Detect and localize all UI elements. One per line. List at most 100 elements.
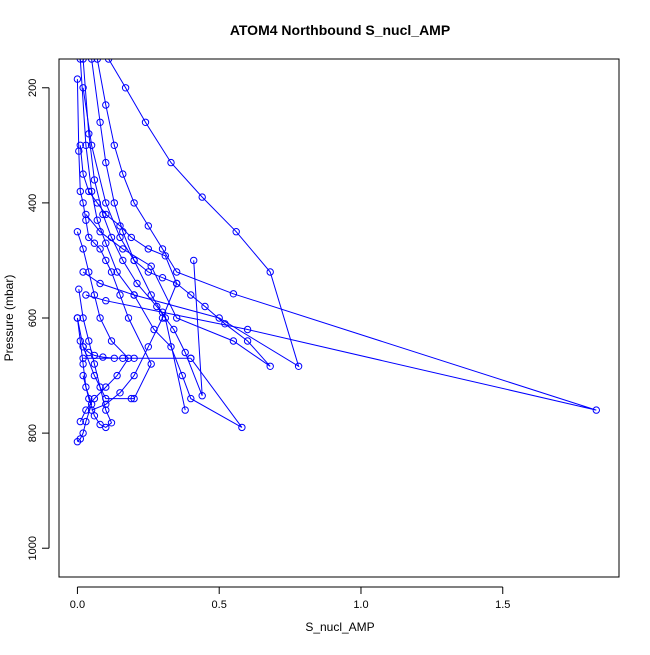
data-point <box>187 291 195 299</box>
data-point <box>79 84 87 92</box>
y-axis: 200 400 600 800 1000 <box>27 79 50 560</box>
data-point <box>127 394 136 403</box>
data-point <box>161 252 170 260</box>
x-tick-label: 0.5 <box>212 599 227 611</box>
chart-title: ATOM4 Northbound S_nucl_AMP <box>230 22 450 38</box>
data-point <box>592 406 600 414</box>
series-line <box>76 79 152 400</box>
series-10 <box>76 141 181 414</box>
data-point <box>173 314 181 322</box>
y-tick-label: 1000 <box>27 536 39 560</box>
data-point <box>119 256 127 265</box>
data-point <box>102 400 110 408</box>
data-point <box>96 279 104 288</box>
data-point <box>167 158 175 167</box>
data-point <box>79 268 87 276</box>
data-point <box>124 314 133 322</box>
data-point <box>90 412 99 420</box>
data-point <box>130 291 138 299</box>
series-line <box>76 231 130 422</box>
data-point <box>144 343 153 351</box>
data-point <box>147 360 155 368</box>
data-point <box>170 325 178 334</box>
data-point <box>102 297 110 305</box>
data-point <box>107 419 116 427</box>
data-point <box>79 429 87 437</box>
data-point <box>76 59 84 63</box>
data-point <box>87 406 96 414</box>
data-point <box>201 302 209 311</box>
data-point <box>73 438 82 446</box>
data-point <box>76 337 85 345</box>
y-tick-label: 400 <box>27 194 39 212</box>
data-point <box>158 245 167 253</box>
data-point <box>158 314 167 322</box>
data-point <box>243 325 252 334</box>
data-point <box>238 423 246 432</box>
data-point <box>85 337 93 345</box>
data-point <box>76 417 85 426</box>
data-point <box>173 268 181 276</box>
data-point <box>90 351 99 360</box>
data-point <box>102 199 110 207</box>
data-point <box>181 406 189 414</box>
data-point <box>96 245 104 253</box>
data-point <box>147 262 155 270</box>
data-point <box>79 371 87 380</box>
data-point <box>266 268 274 276</box>
plot-frame <box>58 58 620 578</box>
data-point <box>90 291 99 299</box>
data-point <box>75 285 83 293</box>
data-point <box>187 394 195 403</box>
data-point <box>229 337 238 345</box>
data-point <box>85 233 93 242</box>
data-point <box>102 239 110 247</box>
data-point <box>181 348 189 357</box>
x-axis: 0.0 0.5 1.0 1.5 <box>70 586 510 611</box>
y-tick-label: 800 <box>27 424 39 442</box>
plot-area <box>73 59 600 446</box>
data-point <box>110 354 119 362</box>
data-point <box>119 170 127 178</box>
series-11 <box>73 314 96 446</box>
data-point <box>102 383 110 391</box>
series-line <box>79 145 178 411</box>
y-tick-label: 200 <box>27 79 39 97</box>
data-point <box>102 158 110 167</box>
series-line <box>91 59 186 411</box>
data-point <box>119 354 127 362</box>
data-point <box>73 75 82 83</box>
data-point <box>85 187 93 196</box>
data-point <box>93 216 102 224</box>
data-point <box>116 222 124 230</box>
data-point <box>87 141 96 150</box>
data-point <box>96 420 104 429</box>
data-point <box>121 84 130 92</box>
data-point <box>85 130 93 138</box>
data-point <box>221 320 229 328</box>
data-point <box>141 118 150 127</box>
data-point <box>190 256 198 265</box>
data-point <box>130 199 138 207</box>
x-axis-label: S_nucl_AMP <box>305 620 374 634</box>
x-tick-label: 1.0 <box>353 599 368 611</box>
series-line <box>82 346 191 359</box>
data-point <box>90 176 99 184</box>
data-point <box>82 291 90 299</box>
data-point <box>79 245 87 253</box>
data-point <box>127 233 136 242</box>
data-point <box>116 389 124 397</box>
data-point <box>79 199 87 207</box>
data-point <box>82 210 90 219</box>
data-point <box>130 256 138 265</box>
data-point <box>133 279 141 288</box>
y-tick-label: 600 <box>27 309 39 327</box>
data-point <box>130 354 138 362</box>
data-point <box>79 343 87 351</box>
data-point <box>82 383 90 391</box>
data-point <box>110 199 119 207</box>
data-point <box>102 101 110 109</box>
data-point <box>178 371 187 380</box>
series-line <box>82 87 271 367</box>
